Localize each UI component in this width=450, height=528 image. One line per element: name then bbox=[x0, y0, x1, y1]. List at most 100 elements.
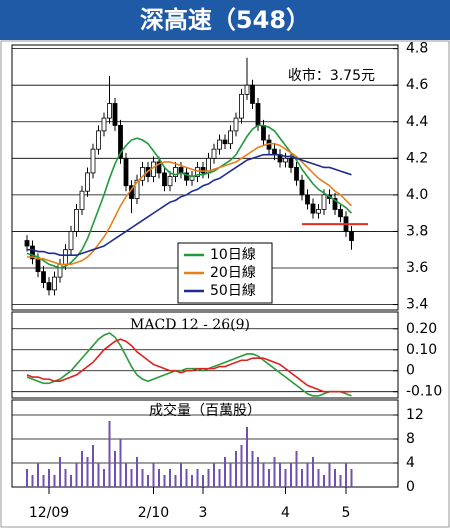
title-bar bbox=[0, 0, 450, 40]
y-tick-label: 4.4 bbox=[406, 114, 428, 130]
candle-body bbox=[217, 139, 222, 150]
volume-bar bbox=[180, 463, 182, 487]
candle-body bbox=[134, 179, 140, 199]
candle-body bbox=[195, 167, 200, 177]
candle-body bbox=[239, 93, 244, 119]
y-tick-label: 4.6 bbox=[406, 77, 428, 93]
volume-bar bbox=[152, 463, 155, 487]
macd-line bbox=[26, 332, 352, 397]
volume-bar bbox=[334, 469, 336, 487]
volume-bar bbox=[246, 427, 248, 487]
volume-bar bbox=[290, 463, 292, 487]
y-tick-label: -0.10 bbox=[406, 384, 442, 400]
volume-bar bbox=[64, 469, 67, 487]
volume-bar bbox=[26, 469, 28, 487]
candle-body bbox=[167, 176, 173, 187]
candle-body bbox=[305, 194, 310, 205]
volume-bar bbox=[273, 457, 276, 487]
candle-body bbox=[30, 245, 35, 260]
candle-body bbox=[222, 139, 228, 145]
candle-body bbox=[261, 125, 266, 141]
volume-bar bbox=[218, 469, 221, 487]
volume-bar bbox=[257, 457, 259, 487]
volume-bar bbox=[339, 475, 342, 487]
candle-body bbox=[184, 172, 189, 181]
x-tick-label: 5 bbox=[342, 505, 351, 521]
volume-bar bbox=[224, 457, 226, 487]
y-tick-label: 3.8 bbox=[406, 223, 428, 239]
volume-bar bbox=[119, 439, 122, 487]
volume-bar bbox=[86, 457, 89, 487]
volume-bar bbox=[92, 445, 94, 487]
volume-bar bbox=[323, 475, 325, 487]
volume-title: 成交量（百萬股） bbox=[149, 402, 261, 419]
volume-bar bbox=[163, 475, 166, 487]
x-tick-label: 3 bbox=[199, 505, 208, 521]
chart-title: 深高速（548） bbox=[140, 6, 310, 34]
volume-bar bbox=[53, 475, 56, 487]
volume-bar bbox=[202, 475, 204, 487]
volume-bar bbox=[125, 463, 127, 487]
volume-bar bbox=[268, 469, 270, 487]
candle-body bbox=[57, 263, 63, 278]
candle-body bbox=[228, 130, 233, 145]
macd-panel bbox=[11, 311, 399, 399]
y-tick-label: 3.4 bbox=[406, 297, 428, 313]
x-tick-label: 4 bbox=[281, 505, 290, 521]
y-tick-label: 12 bbox=[406, 407, 424, 423]
volume-bar bbox=[345, 463, 347, 487]
volume-bar bbox=[147, 475, 149, 487]
volume-bar bbox=[31, 475, 34, 487]
legend-label: 50日線 bbox=[210, 283, 256, 299]
y-tick-label: 4.8 bbox=[406, 41, 428, 57]
volume-bar bbox=[312, 457, 314, 487]
volume-bar bbox=[70, 475, 72, 487]
y-tick-label: 3.6 bbox=[406, 260, 428, 276]
volume-bar bbox=[301, 469, 303, 487]
candle-body bbox=[288, 157, 294, 168]
legend-label: 20日線 bbox=[210, 265, 256, 281]
candle-body bbox=[310, 203, 316, 214]
ma-line bbox=[27, 153, 352, 256]
ma-line bbox=[27, 142, 353, 266]
volume-bar bbox=[207, 469, 210, 487]
volume-bar bbox=[229, 463, 232, 487]
volume-bar bbox=[169, 469, 171, 487]
volume-bar bbox=[130, 469, 133, 487]
volume-bar bbox=[196, 469, 199, 487]
candle-body bbox=[156, 161, 162, 174]
volume-bar bbox=[37, 463, 39, 487]
candle-body bbox=[250, 84, 255, 104]
candle-body bbox=[52, 276, 57, 291]
y-tick-label: 4.0 bbox=[406, 187, 428, 203]
candle-body bbox=[332, 198, 338, 210]
candle-body bbox=[85, 172, 90, 192]
candle-body bbox=[118, 125, 123, 159]
volume-bar bbox=[174, 475, 177, 487]
candle-body bbox=[162, 172, 167, 187]
y-tick-label: 0.20 bbox=[406, 321, 437, 337]
candle-body bbox=[244, 84, 250, 95]
candle-body bbox=[24, 240, 30, 247]
volume-bar bbox=[191, 475, 193, 487]
volume-bar bbox=[75, 463, 78, 487]
y-tick-label: 4.2 bbox=[406, 150, 428, 166]
volume-bar bbox=[42, 475, 45, 487]
y-tick-label: 4 bbox=[406, 455, 415, 471]
candle-body bbox=[233, 117, 239, 132]
candle-body bbox=[272, 148, 277, 156]
volume-bar bbox=[114, 451, 116, 487]
volume-bar bbox=[251, 451, 254, 487]
volume-bar bbox=[284, 469, 287, 487]
y-tick-label: 0.10 bbox=[406, 342, 437, 358]
candle-body bbox=[349, 231, 354, 241]
legend-label: 10日線 bbox=[210, 247, 256, 263]
ma-line bbox=[26, 124, 353, 269]
volume-bar bbox=[235, 451, 237, 487]
volume-bar bbox=[81, 451, 83, 487]
volume-bar bbox=[136, 457, 138, 487]
candle-body bbox=[211, 148, 217, 159]
candle-body bbox=[90, 148, 96, 174]
volume-bar bbox=[103, 469, 105, 487]
y-tick-label: 8 bbox=[406, 431, 415, 447]
